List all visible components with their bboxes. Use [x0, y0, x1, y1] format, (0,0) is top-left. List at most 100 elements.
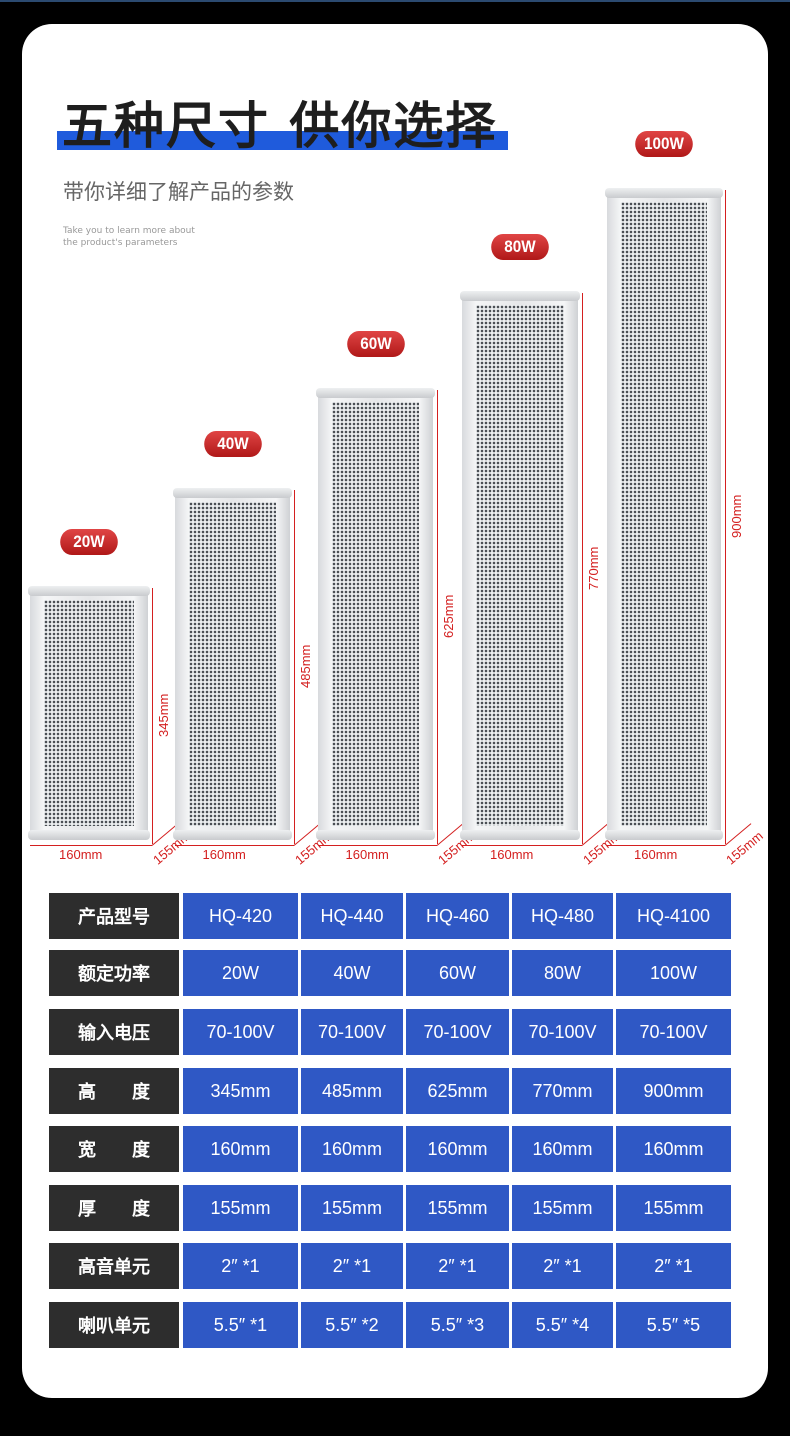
spec-row: 喇叭单元 5.5″ *1 5.5″ *2 5.5″ *3 5.5″ *4 5.5″ *5	[49, 1302, 731, 1348]
spec-cell: 20W	[183, 950, 298, 996]
spec-cell: 5.5″ *4	[512, 1302, 613, 1348]
width-dimension-line	[318, 845, 437, 846]
top-border	[0, 0, 790, 2]
spec-row: 输入电压 70-100V 70-100V 70-100V 70-100V 70-100V	[49, 1009, 731, 1055]
spec-label: 宽 度	[49, 1126, 179, 1172]
speaker-cap	[316, 388, 435, 398]
width-dimension-line	[462, 845, 582, 846]
spec-cell: HQ-440	[301, 893, 403, 939]
height-label: 345mm	[156, 693, 171, 737]
spec-cell: HQ-480	[512, 893, 613, 939]
spec-row: 宽 度 160mm 160mm 160mm 160mm 160mm	[49, 1126, 731, 1172]
spec-cell: 155mm	[301, 1185, 403, 1231]
spec-cell: 485mm	[301, 1068, 403, 1114]
spec-cell: 5.5″ *1	[183, 1302, 298, 1348]
width-label: 160mm	[345, 847, 389, 862]
height-label: 900mm	[729, 494, 744, 538]
spec-cell: 625mm	[406, 1068, 509, 1114]
spec-row: 厚 度 155mm 155mm 155mm 155mm 155mm	[49, 1185, 731, 1231]
spec-row: 产品型号 HQ-420 HQ-440 HQ-460 HQ-480 HQ-4100	[49, 893, 731, 939]
english-line-2: the product's parameters	[63, 238, 178, 248]
spec-cell: 70-100V	[301, 1009, 403, 1055]
spec-label: 产品型号	[49, 893, 179, 939]
spec-cell: 5.5″ *3	[406, 1302, 509, 1348]
column-speaker	[173, 488, 292, 840]
spec-cell: 2″ *1	[406, 1243, 509, 1289]
spec-cell: 70-100V	[406, 1009, 509, 1055]
spec-cell: 80W	[512, 950, 613, 996]
spec-cell: 2″ *1	[616, 1243, 731, 1289]
height-label: 770mm	[586, 546, 601, 590]
spec-cell: 160mm	[406, 1126, 509, 1172]
speaker-grill	[188, 502, 277, 826]
spec-cell: 770mm	[512, 1068, 613, 1114]
height-dimension-line	[582, 293, 583, 844]
spec-cell: 160mm	[183, 1126, 298, 1172]
speaker-cap	[460, 291, 580, 301]
spec-cell: HQ-420	[183, 893, 298, 939]
spec-cell: 100W	[616, 950, 731, 996]
spec-label: 高 度	[49, 1068, 179, 1114]
speaker-cap	[605, 830, 723, 840]
width-label: 160mm	[59, 847, 103, 862]
spec-cell: 160mm	[301, 1126, 403, 1172]
width-dimension-line	[175, 845, 294, 846]
spec-cell: HQ-460	[406, 893, 509, 939]
spec-cell: HQ-4100	[616, 893, 731, 939]
spec-cell: 5.5″ *5	[616, 1302, 731, 1348]
spec-cell: 155mm	[406, 1185, 509, 1231]
spec-cell: 155mm	[616, 1185, 731, 1231]
spec-row: 高音单元 2″ *1 2″ *1 2″ *1 2″ *1 2″ *1	[49, 1243, 731, 1289]
speaker-cap	[316, 830, 435, 840]
power-badge: 100W	[635, 131, 693, 157]
column-speaker	[316, 388, 435, 840]
spec-cell: 155mm	[512, 1185, 613, 1231]
spec-cell: 70-100V	[183, 1009, 298, 1055]
power-badge: 80W	[491, 234, 549, 260]
height-dimension-line	[152, 588, 153, 844]
height-label: 625mm	[441, 594, 456, 638]
spec-cell: 155mm	[183, 1185, 298, 1231]
spec-cell: 900mm	[616, 1068, 731, 1114]
height-dimension-line	[294, 490, 295, 844]
width-label: 160mm	[202, 847, 246, 862]
spec-label: 喇叭单元	[49, 1302, 179, 1348]
spec-cell: 345mm	[183, 1068, 298, 1114]
height-label: 485mm	[298, 644, 313, 688]
spec-cell: 160mm	[512, 1126, 613, 1172]
column-speaker	[460, 291, 580, 840]
speaker-grill	[620, 202, 708, 826]
speaker-cap	[173, 488, 292, 498]
spec-cell: 160mm	[616, 1126, 731, 1172]
spec-label: 输入电压	[49, 1009, 179, 1055]
speaker-cap	[460, 830, 580, 840]
width-label: 160mm	[634, 847, 678, 862]
spec-cell: 2″ *1	[183, 1243, 298, 1289]
column-speaker	[28, 586, 150, 840]
speaker-cap	[28, 830, 150, 840]
power-badge: 60W	[346, 331, 405, 357]
english-line-1: Take you to learn more about	[63, 226, 195, 236]
height-dimension-line	[725, 190, 726, 844]
power-badge: 40W	[203, 431, 262, 457]
speaker-grill	[475, 305, 565, 826]
spec-label: 高音单元	[49, 1243, 179, 1289]
spec-cell: 5.5″ *2	[301, 1302, 403, 1348]
spec-cell: 70-100V	[616, 1009, 731, 1055]
spec-cell: 70-100V	[512, 1009, 613, 1055]
spec-cell: 60W	[406, 950, 509, 996]
speaker-cap	[173, 830, 292, 840]
column-speaker	[605, 188, 723, 840]
title-underline	[57, 131, 508, 150]
width-label: 160mm	[490, 847, 534, 862]
speaker-grill	[331, 402, 420, 826]
page-title: 五种尺寸 供你选择	[62, 97, 498, 155]
spec-row: 额定功率 20W 40W 60W 80W 100W	[49, 950, 731, 996]
spec-cell: 2″ *1	[512, 1243, 613, 1289]
subtitle: 带你详细了解产品的参数	[63, 180, 294, 204]
width-dimension-line	[30, 845, 152, 846]
width-dimension-line	[607, 845, 725, 846]
spec-cell: 2″ *1	[301, 1243, 403, 1289]
spec-cell: 40W	[301, 950, 403, 996]
speaker-cap	[605, 188, 723, 198]
